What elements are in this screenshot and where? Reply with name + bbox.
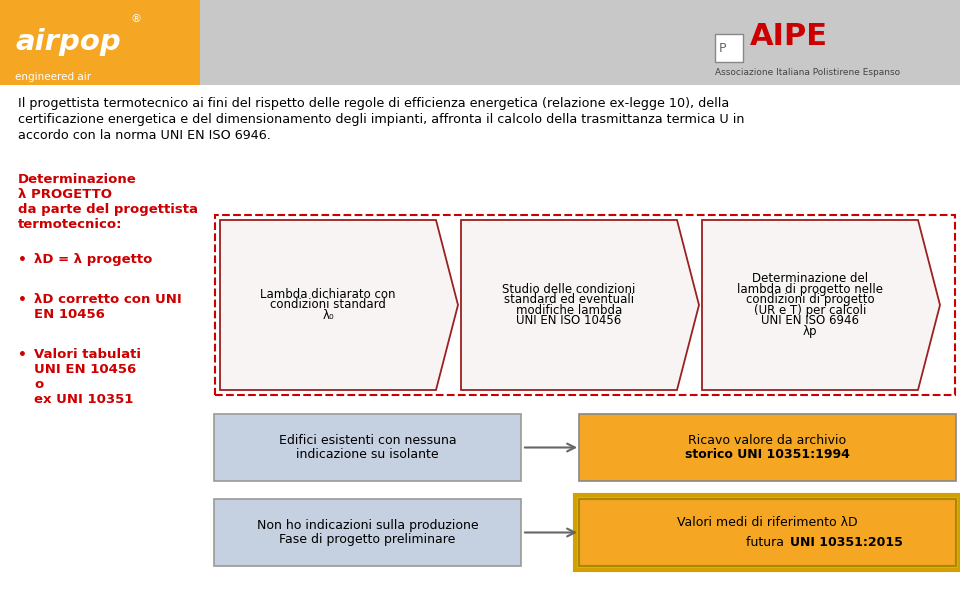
Text: Studio delle condizioni: Studio delle condizioni (502, 283, 636, 296)
Text: Valori tabulati: Valori tabulati (34, 348, 141, 361)
Text: Il progettista termotecnico ai fini del rispetto delle regole di efficienza ener: Il progettista termotecnico ai fini del … (18, 97, 730, 110)
Text: termotecnico:: termotecnico: (18, 218, 123, 231)
Text: da parte del progettista: da parte del progettista (18, 203, 198, 216)
FancyBboxPatch shape (579, 499, 956, 566)
Text: UNI EN ISO 6946: UNI EN ISO 6946 (761, 314, 859, 327)
Text: Non ho indicazioni sulla produzione: Non ho indicazioni sulla produzione (256, 519, 478, 532)
FancyBboxPatch shape (575, 495, 960, 570)
Bar (0, 0, 960, 85)
Text: UNI EN 10456: UNI EN 10456 (34, 363, 136, 376)
Text: Determinazione del: Determinazione del (752, 272, 868, 285)
Text: Edifici esistenti con nessuna: Edifici esistenti con nessuna (278, 434, 456, 447)
Text: engineered air: engineered air (15, 72, 91, 82)
Text: Valori medi di riferimento λD: Valori medi di riferimento λD (677, 516, 858, 529)
Text: airpop: airpop (15, 28, 121, 56)
Text: (UR e T) per calcoli: (UR e T) per calcoli (754, 304, 866, 317)
Text: λ₀: λ₀ (323, 309, 334, 322)
Text: condizioni standard: condizioni standard (270, 299, 386, 312)
Bar (215, 215, 955, 395)
Text: condizioni di progetto: condizioni di progetto (746, 293, 875, 306)
Bar (0, 0, 200, 85)
Text: Fase di progetto preliminare: Fase di progetto preliminare (279, 533, 456, 546)
Text: λp: λp (803, 325, 817, 338)
Polygon shape (220, 220, 458, 390)
Text: UNI EN ISO 10456: UNI EN ISO 10456 (516, 314, 622, 327)
Polygon shape (702, 220, 940, 390)
Text: certificazione energetica e del dimensionamento degli impianti, affronta il calc: certificazione energetica e del dimensio… (18, 113, 745, 126)
Text: modifiche lambda: modifiche lambda (516, 304, 622, 317)
Text: P: P (718, 42, 726, 54)
Text: indicazione su isolante: indicazione su isolante (297, 448, 439, 461)
FancyBboxPatch shape (214, 414, 521, 481)
Text: AIPE: AIPE (750, 22, 828, 51)
Bar (715, 34, 743, 62)
Text: EN 10456: EN 10456 (34, 308, 105, 321)
Text: ex UNI 10351: ex UNI 10351 (34, 393, 133, 406)
Text: λD corretto con UNI: λD corretto con UNI (34, 293, 181, 306)
Text: Associazione Italiana Polistirene Espanso: Associazione Italiana Polistirene Espans… (715, 68, 900, 77)
Text: •: • (18, 253, 27, 267)
Text: •: • (18, 348, 27, 362)
Text: Determinazione: Determinazione (18, 173, 136, 186)
Text: UNI 10351:2015: UNI 10351:2015 (789, 536, 902, 549)
FancyBboxPatch shape (579, 414, 956, 481)
Text: λ PROGETTO: λ PROGETTO (18, 188, 112, 201)
FancyBboxPatch shape (214, 499, 521, 566)
Polygon shape (461, 220, 699, 390)
Text: Lambda dichiarato con: Lambda dichiarato con (260, 288, 396, 301)
Text: o: o (34, 378, 43, 391)
Text: Ricavo valore da archivio: Ricavo valore da archivio (688, 434, 847, 447)
Text: futura: futura (747, 536, 788, 549)
Text: accordo con la norma UNI EN ISO 6946.: accordo con la norma UNI EN ISO 6946. (18, 129, 271, 142)
Text: storico UNI 10351:1994: storico UNI 10351:1994 (685, 448, 850, 461)
Text: λD = λ progetto: λD = λ progetto (34, 253, 153, 266)
Text: standard ed eventuali: standard ed eventuali (504, 293, 634, 306)
Text: •: • (18, 293, 27, 307)
Text: lambda di progetto nelle: lambda di progetto nelle (737, 283, 883, 296)
Text: ®: ® (130, 14, 141, 24)
